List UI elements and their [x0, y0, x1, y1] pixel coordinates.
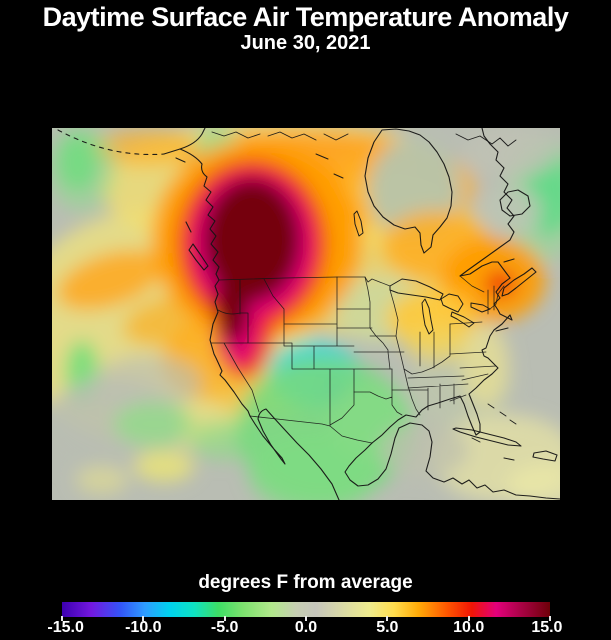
colorbar-title: degrees F from average	[198, 572, 413, 593]
coast-arctic-islands	[211, 131, 517, 147]
island-hispaniola	[503, 450, 558, 462]
anomaly-region-lowleft-yellow-2	[76, 466, 128, 494]
anomaly-region-lowleft-green-1	[114, 402, 194, 446]
lake-erie	[450, 311, 475, 328]
colorbar-tick-label: -10.0	[125, 619, 162, 636]
anomaly-region-heat-dome-maroon-south-lobe	[216, 256, 250, 344]
colorbar-tick-mark	[549, 616, 551, 621]
colorbar-tick-label: 0.0	[294, 619, 318, 636]
anomaly-region-pacific-orange-band-1	[57, 249, 163, 311]
lake-outlines	[315, 153, 491, 335]
anomaly-region-topright-gray	[462, 128, 558, 178]
colorbar-tick-mark	[305, 616, 307, 621]
border-us-mexico	[249, 415, 373, 444]
lake-huron	[440, 293, 464, 313]
anomaly-region-lowleft-yellow-1	[134, 450, 194, 482]
colorbar-tick-label: 15.0	[531, 619, 563, 636]
colorbar-tick-label: 10.0	[453, 619, 485, 636]
colorbar-tick-mark	[386, 616, 389, 621]
island-cuba	[452, 427, 522, 447]
anomaly-map	[52, 128, 560, 500]
state-lines-east	[449, 275, 497, 381]
island-vancouver	[175, 157, 209, 271]
anomaly-region-midpacific-gray	[92, 355, 202, 411]
lake-superior	[389, 278, 444, 301]
island-nova-scotia	[501, 258, 537, 297]
colorbar-tick-label: -15.0	[47, 619, 84, 636]
state-lines-west	[210, 276, 393, 427]
colorbar-tick-mark	[467, 616, 470, 621]
coast-mexico-yucatan	[344, 422, 560, 500]
islands-bahamas-keys	[471, 403, 517, 443]
island-newfoundland	[499, 189, 531, 217]
colorbar-tick-mark	[61, 616, 63, 621]
island-long-island	[495, 327, 509, 332]
colorbar-tick-label: -5.0	[210, 619, 239, 636]
anomaly-region-caribbean-pale-yellow	[507, 464, 560, 500]
lake-ontario	[470, 302, 491, 313]
lake-michigan	[421, 298, 434, 335]
anomaly-region-topleft-green-halo	[52, 128, 116, 212]
anomaly-region-ohio-valley-yellow	[404, 326, 472, 362]
anomaly-region-newfoundland-gray	[478, 186, 542, 234]
anomaly-field	[52, 128, 560, 500]
island-aleutians	[57, 129, 165, 156]
page-title: Daytime Surface Air Temperature Anomaly	[42, 2, 569, 32]
anomaly-region-northeast-red-core	[485, 272, 515, 296]
coastline-paths	[57, 128, 560, 500]
anomaly-region-eastcoast-pale-yellow	[461, 323, 509, 407]
anomaly-region-alaska-orange	[92, 130, 202, 166]
colorbar-tick-label: 5.0	[376, 619, 399, 636]
lake-winnipeg	[315, 153, 364, 237]
page-subtitle: June 30, 2021	[240, 32, 371, 54]
coast-hudson-bay	[364, 128, 453, 254]
colorbar-tick-mark	[223, 616, 226, 621]
state-lines-plains	[336, 276, 405, 416]
anomaly-map-svg	[52, 128, 560, 500]
coast-gulf-atlantic-labrador	[371, 128, 515, 444]
colorbar-tick-mark	[142, 616, 145, 621]
anomaly-region-gulf-gray	[379, 422, 469, 478]
state-lines-mississippi	[389, 289, 421, 416]
state-lines-midwest-south	[391, 323, 469, 411]
state-borders	[210, 275, 505, 444]
colorbar	[62, 602, 550, 617]
map-outlines	[57, 128, 560, 500]
colorbar-area: -15.0 -10.0 -5.0 0.0 5.0 10.0 15.0	[47, 602, 562, 640]
coast-pacific-west	[163, 128, 340, 500]
